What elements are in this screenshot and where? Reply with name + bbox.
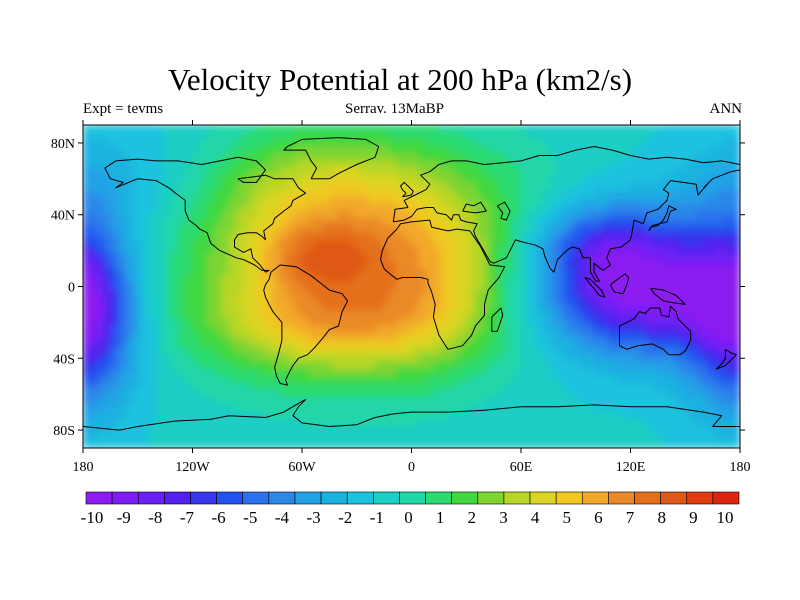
y-tick-label: 40N: [51, 209, 75, 224]
colorbar-swatch: [529, 491, 557, 505]
australia-coast: [619, 305, 692, 356]
new-zealand-coast: [715, 348, 737, 370]
colorbar-swatch: [608, 491, 635, 505]
colorbar: -10 -9 -8 -7 -6 -5 -4 -3 -2 -1 0 1 2 3 4 5 6 7 8 9 10: [81, 491, 740, 527]
colorbar-label: 7: [626, 508, 635, 527]
chart-title: Velocity Potential at 200 hPa (km2/s): [167, 62, 633, 97]
new-guinea-coast: [650, 287, 686, 305]
x-tick-label: 60E: [510, 460, 533, 475]
y-axis: 80N 40N 0 40S 80S: [51, 137, 745, 439]
colorbar-label: -1: [370, 508, 384, 527]
greenland-coast: [283, 137, 380, 180]
coastlines: [83, 137, 740, 431]
colorbar-label: 9: [689, 508, 698, 527]
colorbar-label: 1: [436, 508, 445, 527]
colorbar-swatch: [111, 491, 139, 505]
japan-coast: [648, 205, 677, 232]
colorbar-swatch: [294, 491, 322, 505]
x-tick-label: 180: [73, 460, 94, 475]
colorbar-swatch: [242, 491, 270, 505]
x-tick-label: 60W: [288, 460, 316, 475]
africa-coast: [380, 219, 506, 350]
south-america-coast: [263, 264, 349, 386]
colorbar-swatch: [373, 491, 400, 505]
colorbar-label: -6: [212, 508, 226, 527]
y-tick-label: 80S: [53, 424, 75, 439]
colorbar-label: -10: [81, 508, 104, 527]
x-axis: 180 120W 60W 0 60E 120E 180: [73, 120, 751, 475]
x-tick-label: 0: [408, 460, 415, 475]
colorbar-swatch: [137, 491, 165, 505]
x-tick-label: 120E: [616, 460, 646, 475]
colorbar-label: -8: [148, 508, 162, 527]
eurasia-coast: [392, 146, 740, 282]
colorbar-label: 3: [499, 508, 508, 527]
colorbar-swatch: [555, 491, 583, 505]
colorbar-label: 0: [404, 508, 413, 527]
colorbar-swatch: [85, 491, 113, 505]
colorbar-swatch: [425, 491, 452, 505]
colorbar-swatch: [268, 491, 296, 505]
colorbar-swatch: [346, 491, 374, 505]
colorbar-label: 8: [657, 508, 666, 527]
colorbar-swatch: [686, 491, 714, 505]
y-tick-label: 80N: [51, 137, 75, 152]
colorbar-swatch: [581, 491, 609, 505]
colorbar-label: 10: [717, 508, 734, 527]
colorbar-label: 2: [468, 508, 477, 527]
colorbar-swatch: [503, 491, 531, 505]
sumatra-coast: [584, 277, 606, 298]
colorbar-label: 4: [531, 508, 540, 527]
north-america-coast: [104, 156, 307, 273]
colorbar-swatch: [399, 491, 426, 505]
experiment-label: Expt = tevms: [83, 101, 164, 117]
colorbar-swatch: [190, 491, 217, 505]
colorbar-swatch: [216, 491, 244, 505]
british-isles-coast: [400, 181, 414, 198]
caspian-coast: [496, 201, 511, 221]
x-tick-label: 120W: [175, 460, 210, 475]
colorbar-swatch: [634, 491, 661, 505]
colorbar-label: -4: [275, 508, 290, 527]
black-sea-coast: [462, 201, 487, 214]
colorbar-label: 6: [594, 508, 603, 527]
y-tick-label: 40S: [53, 352, 75, 367]
colorbar-label: -9: [117, 508, 131, 527]
colorbar-label: -5: [243, 508, 257, 527]
colorbar-label: -7: [180, 508, 195, 527]
y-tick-label: 0: [68, 281, 75, 296]
colorbar-swatch: [477, 491, 505, 505]
madagascar-coast: [491, 307, 504, 332]
colorbar-swatch: [320, 491, 348, 505]
colorbar-swatch: [451, 491, 479, 505]
antarctica-coast: [83, 399, 740, 431]
contour-field: [83, 125, 740, 448]
season-label: ANN: [709, 101, 743, 117]
colorbar-label: -3: [306, 508, 320, 527]
borneo-coast: [609, 273, 630, 295]
colorbar-label: 5: [563, 508, 572, 527]
colorbar-label: -2: [338, 508, 352, 527]
colorbar-swatch: [660, 491, 688, 505]
x-tick-label: 180: [730, 460, 751, 475]
colorbar-swatch: [712, 491, 740, 505]
colorbar-swatch: [164, 491, 191, 505]
period-label: Serrav. 13MaBP: [345, 101, 445, 117]
